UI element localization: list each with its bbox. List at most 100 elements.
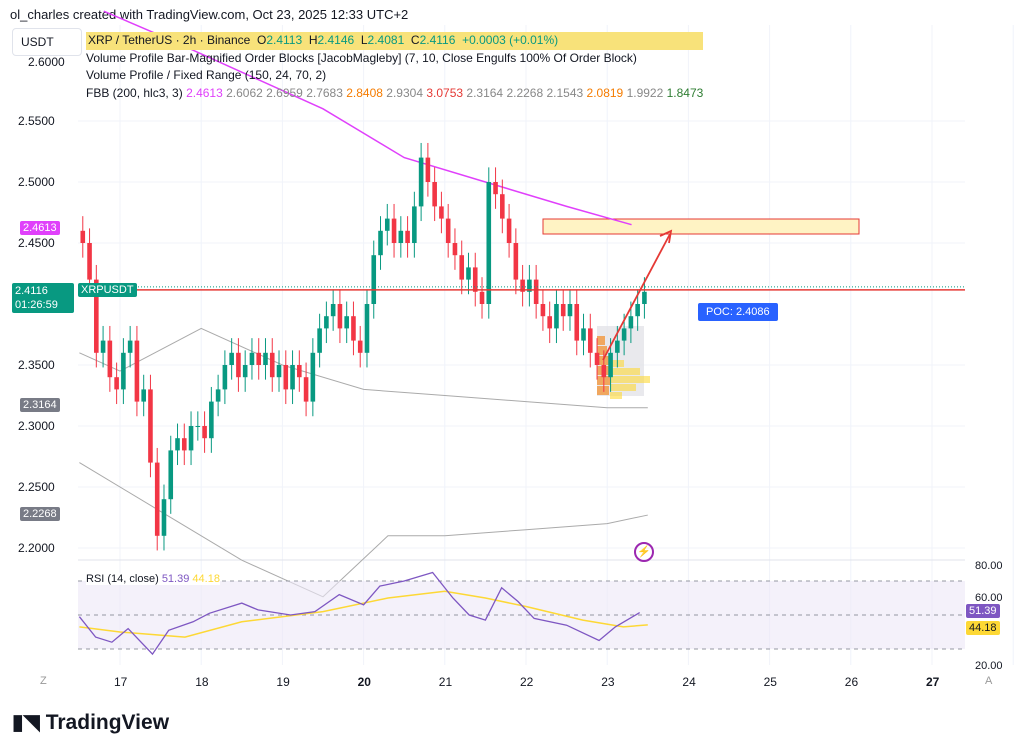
candle-body: [141, 389, 146, 402]
indicator-fbb[interactable]: FBB (200, hlc3, 3) 2.4613 2.6062 2.6959 …: [86, 85, 703, 103]
candle-body: [168, 450, 174, 500]
arrow-head: [659, 229, 673, 244]
candle-body: [121, 352, 126, 390]
price-tick: 2.5500: [18, 114, 55, 128]
order-block-zone: [542, 218, 860, 235]
time-tick: 18: [195, 675, 209, 689]
candle-body: [80, 230, 86, 243]
candle-body: [445, 218, 451, 243]
candle-body: [276, 365, 282, 378]
l-label: L: [360, 33, 368, 47]
time-tick: 20: [358, 675, 372, 689]
price-chart[interactable]: 2.5500 2.5000 2.4500 2.3500 2.3000 2.2500 2.20…: [0, 0, 1024, 700]
candle-body: [574, 304, 580, 341]
price-tick: 2.5000: [18, 175, 55, 189]
rsi-label: RSI (14, close): [86, 573, 159, 585]
symbol-price-tag: XRPUSDT: [78, 283, 137, 297]
time-tick: 21: [439, 675, 453, 689]
fbb-value: 2.0819: [586, 85, 627, 100]
rsi-legend-value: 51.39: [161, 573, 190, 585]
price-tick: 2.2000: [18, 541, 55, 555]
indicator-order-blocks[interactable]: Volume Profile Bar-Magnified Order Block…: [86, 50, 637, 65]
rsi-value-label: 51.39: [966, 604, 1000, 618]
candle-body: [357, 340, 363, 353]
fbb-value: 2.2268: [506, 85, 547, 100]
zoom-button[interactable]: Z: [40, 675, 47, 687]
candle-body: [351, 316, 356, 341]
fbb-value: 2.1543: [546, 85, 587, 100]
time-tick: 27: [926, 675, 940, 689]
fbb-value: 2.8408: [346, 85, 387, 100]
symbol-name: XRP / TetherUS · 2h · Binance: [88, 33, 251, 47]
time-tick: 19: [276, 675, 290, 689]
lightning-icon[interactable]: ⚡: [634, 542, 654, 562]
o-label: O: [256, 33, 267, 47]
chart-credit: ol_charles created with TradingView.com,…: [10, 7, 409, 22]
candle-body: [269, 352, 275, 378]
price-tick: 2.2500: [18, 480, 55, 494]
candle-body: [148, 389, 153, 463]
candle-body: [560, 304, 566, 317]
symbol-legend[interactable]: XRP / TetherUS · 2h · Binance O2.4113 H2…: [86, 32, 704, 50]
high-value: 2.4146: [317, 33, 355, 47]
time-tick: 22: [520, 675, 534, 689]
fbb-value: 2.7683: [306, 85, 347, 100]
candle-body: [324, 316, 329, 329]
candle-body: [493, 182, 498, 195]
fbb-value: 2.9304: [386, 85, 427, 100]
order-block-bar: [597, 336, 605, 345]
candle-body: [432, 182, 437, 207]
rsi-tick-20: 20.00: [975, 660, 1003, 672]
low-value: 2.4081: [367, 33, 405, 47]
tradingview-logo[interactable]: ▮◥ TradingView: [12, 710, 169, 735]
candle-body: [161, 499, 167, 536]
price-tick: 2.3000: [18, 419, 55, 433]
candle-body: [642, 291, 647, 304]
rsi-legend-ma: 44.18: [192, 573, 220, 585]
time-tick: 26: [845, 675, 859, 689]
h-label: H: [308, 33, 318, 47]
fbb-mid-line: [79, 327, 648, 409]
candle-body: [290, 365, 295, 390]
time-tick: 23: [601, 675, 615, 689]
candle-body: [506, 218, 512, 243]
candle-body: [100, 340, 106, 353]
candle-body: [242, 365, 248, 378]
candle-body: [581, 328, 586, 341]
projection-arrow: [602, 233, 671, 361]
candle-body: [209, 401, 214, 439]
candle-body: [378, 230, 383, 256]
candle-body: [621, 328, 627, 341]
rsi-tick-80: 80.00: [975, 560, 1003, 572]
candle-body: [222, 365, 228, 390]
open-value: 2.4113: [266, 33, 303, 47]
legend: XRP / TetherUS · 2h · Binance O2.4113 H2…: [86, 32, 704, 103]
candle-body: [486, 182, 492, 304]
currency-box[interactable]: USDT: [12, 28, 82, 56]
volume-profile-bar: [610, 368, 640, 375]
indicator-volume-profile[interactable]: Volume Profile / Fixed Range (150, 24, 7…: [86, 68, 327, 82]
candle-body: [107, 340, 113, 378]
candle-body: [635, 304, 640, 317]
candle-body: [181, 438, 187, 451]
candle-body: [520, 279, 525, 292]
candle-body: [344, 316, 349, 329]
candle-body: [452, 243, 458, 256]
candle-body: [330, 304, 336, 317]
last-price-label: 2.4116 01:26:59: [12, 283, 74, 313]
fbb-value: 2.3164: [466, 85, 507, 100]
candle-body: [533, 279, 539, 304]
candle-body: [412, 206, 417, 243]
candle-body: [249, 352, 255, 365]
last-price: 2.4116: [15, 285, 48, 297]
c-label: C: [410, 33, 420, 47]
auto-scale-button[interactable]: A: [985, 675, 993, 687]
rsi-legend[interactable]: RSI (14, close) 51.39 44.18: [86, 573, 220, 585]
candle-body: [317, 328, 322, 353]
candle-body: [263, 352, 268, 365]
poc-label: POC: 2.4086: [698, 303, 778, 321]
price-tick: 2.3500: [18, 358, 55, 372]
candle-body: [398, 230, 404, 243]
candle-body: [283, 365, 289, 390]
candle-body: [114, 377, 119, 390]
